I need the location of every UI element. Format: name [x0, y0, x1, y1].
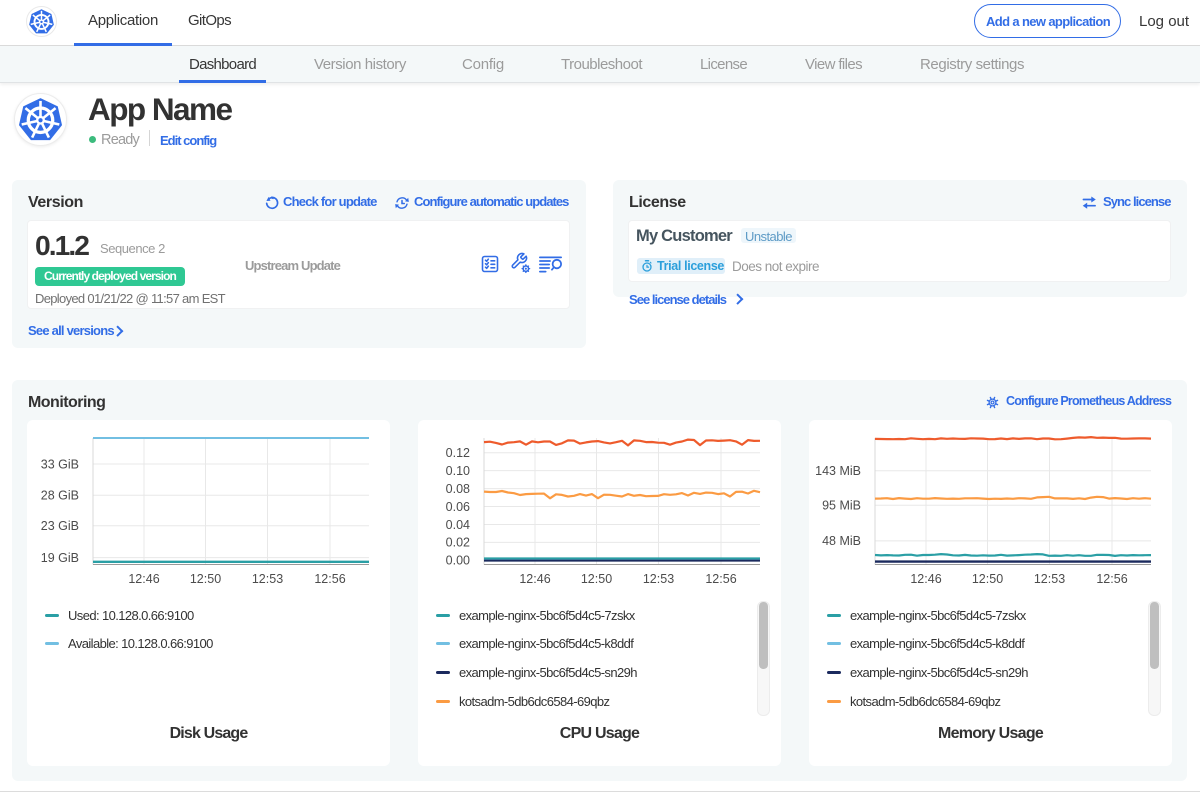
- svg-text:12:53: 12:53: [252, 572, 283, 586]
- svg-text:48 MiB: 48 MiB: [822, 534, 861, 548]
- svg-text:0.10: 0.10: [446, 464, 470, 478]
- svg-text:12:50: 12:50: [581, 572, 612, 586]
- svg-text:12:53: 12:53: [643, 572, 674, 586]
- svg-text:33 GiB: 33 GiB: [41, 457, 79, 471]
- svg-text:12:56: 12:56: [314, 572, 345, 586]
- svg-text:0.08: 0.08: [446, 482, 470, 496]
- svg-text:0.04: 0.04: [446, 518, 470, 532]
- svg-text:12:50: 12:50: [190, 572, 221, 586]
- svg-text:12:46: 12:46: [128, 572, 159, 586]
- svg-text:12:46: 12:46: [519, 572, 550, 586]
- svg-text:0.06: 0.06: [446, 500, 470, 514]
- svg-text:28 GiB: 28 GiB: [41, 489, 79, 503]
- svg-text:12:56: 12:56: [1096, 572, 1127, 586]
- svg-text:95 MiB: 95 MiB: [822, 499, 861, 513]
- svg-text:23 GiB: 23 GiB: [41, 519, 79, 533]
- svg-text:12:50: 12:50: [972, 572, 1003, 586]
- svg-text:0.12: 0.12: [446, 446, 470, 460]
- svg-text:12:46: 12:46: [910, 572, 941, 586]
- svg-text:0.00: 0.00: [446, 554, 470, 568]
- svg-text:19 GiB: 19 GiB: [41, 551, 79, 565]
- svg-text:0.02: 0.02: [446, 536, 470, 550]
- svg-text:143 MiB: 143 MiB: [815, 464, 861, 478]
- svg-text:12:53: 12:53: [1034, 572, 1065, 586]
- svg-text:12:56: 12:56: [705, 572, 736, 586]
